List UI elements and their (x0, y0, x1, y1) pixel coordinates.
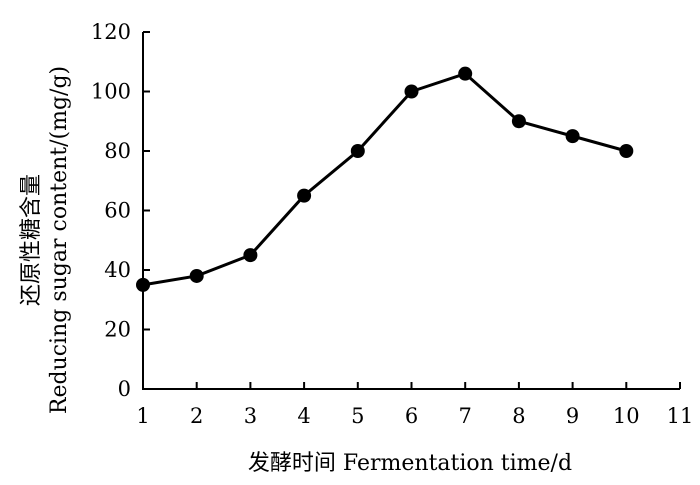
data-point (136, 277, 150, 292)
x-tick-label: 7 (459, 404, 472, 428)
data-point (619, 144, 634, 158)
y-axis-ticks: 0 20 40 60 80 100 120 (91, 20, 150, 401)
data-point (458, 66, 473, 81)
x-axis-ticks: 1 2 3 4 5 6 7 8 9 10 11 (136, 382, 693, 428)
x-tick-label: 1 (136, 404, 149, 428)
y-axis-title-chinese: 还原性糖含量 (19, 174, 44, 306)
data-point (297, 188, 312, 203)
series-line (142, 71, 627, 287)
y-tick-label: 40 (104, 258, 131, 282)
x-tick-label: 2 (190, 404, 203, 428)
data-point (404, 84, 419, 99)
data-point (350, 144, 365, 158)
x-tick-label: 8 (512, 404, 525, 428)
data-point (565, 129, 580, 144)
x-tick-label: 9 (566, 404, 579, 428)
y-tick-label: 120 (91, 20, 131, 44)
y-tick-label: 60 (104, 199, 131, 223)
data-point (189, 268, 204, 283)
x-tick-label: 10 (613, 404, 640, 428)
data-series (136, 66, 634, 292)
data-point (243, 248, 258, 263)
y-axis-title-english: Reducing sugar content/(mg/g) (47, 66, 72, 414)
y-tick-label: 100 (91, 80, 131, 104)
x-tick-label: 4 (297, 404, 310, 428)
y-tick-label: 0 (118, 377, 131, 401)
x-axis-title: 发酵时间 Fermentation time/d (248, 451, 572, 476)
x-tick-label: 11 (667, 404, 694, 428)
x-tick-label: 3 (244, 404, 257, 428)
x-tick-label: 5 (351, 404, 364, 428)
y-tick-label: 80 (104, 139, 131, 163)
y-tick-label: 20 (104, 318, 131, 342)
data-point (511, 114, 526, 129)
x-tick-label: 6 (405, 404, 418, 428)
